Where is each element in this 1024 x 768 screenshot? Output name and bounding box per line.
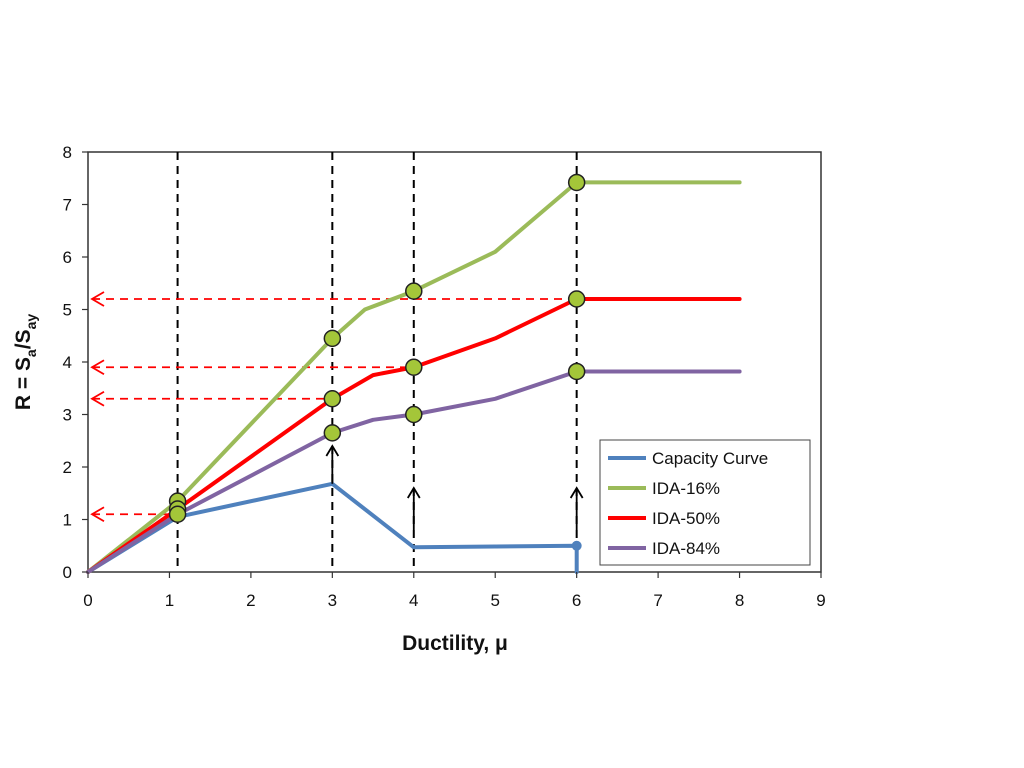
y-tick-label: 1 [63,511,72,530]
up-arrow-head [569,486,584,499]
capacity-point-marker [571,540,582,551]
data-point-marker [567,173,586,192]
legend-label: Capacity Curve [652,449,768,468]
y-tick-label: 8 [63,143,72,162]
data-point-marker [323,424,342,442]
data-point-marker [323,390,342,408]
x-tick-label: 5 [490,591,499,610]
markers [168,173,586,523]
x-tick-label: 1 [165,591,174,610]
legend-label: IDA-84% [652,539,720,558]
y-tick-label: 0 [63,563,72,582]
legend-box [599,439,811,566]
red-arrow-head [90,506,105,523]
y-axis-ticks: 0 1 2 3 4 5 6 7 8 [63,143,88,582]
legend: Capacity Curve IDA-16% IDA-50% IDA-84% [599,439,811,566]
series-line [86,180,742,574]
x-tick-label: 4 [409,591,418,610]
y-axis-title-mid: /S [12,329,35,349]
y-axis-title-main: R = S [12,357,35,410]
x-tick-label: 7 [653,591,662,610]
data-point-marker [405,358,423,376]
x-tick-label: 3 [328,591,337,610]
up-arrows [325,444,584,530]
data-point-marker [168,505,187,523]
x-tick-label: 6 [572,591,581,610]
x-axis-ticks: 0 1 2 3 4 5 6 7 8 9 [83,572,826,610]
y-tick-label: 6 [63,248,72,267]
y-tick-label: 2 [63,458,72,477]
data-point-marker [405,282,423,300]
y-tick-label: 5 [63,301,72,320]
y-tick-label: 4 [63,353,72,372]
red-arrow-head [90,291,105,307]
x-tick-label: 8 [735,591,744,610]
x-tick-label: 2 [246,591,255,610]
series-lines [86,180,742,574]
x-tick-label: 9 [816,591,825,610]
data-point-marker [567,362,586,381]
up-arrow-head [325,444,340,457]
legend-label: IDA-16% [652,479,720,498]
red-arrow-head [90,390,105,407]
legend-label: IDA-50% [652,509,720,528]
x-tick-label: 0 [83,591,92,610]
x-axis-title: Ductility, μ [402,632,508,655]
y-axis-title-sub1: a [23,349,39,357]
y-tick-label: 7 [63,196,72,215]
data-point-marker [323,329,342,348]
up-arrow-head [407,486,421,499]
y-axis-title-sub2: ay [23,314,39,330]
red-arrow-head [90,359,105,376]
y-axis-title-group: R = Sa/Say [12,314,39,411]
data-point-marker [567,290,586,308]
y-axis-title: R = Sa/Say [12,314,39,411]
y-tick-label: 3 [63,406,72,425]
data-point-marker [405,405,423,424]
series-line [86,297,742,574]
series-line [86,369,742,574]
